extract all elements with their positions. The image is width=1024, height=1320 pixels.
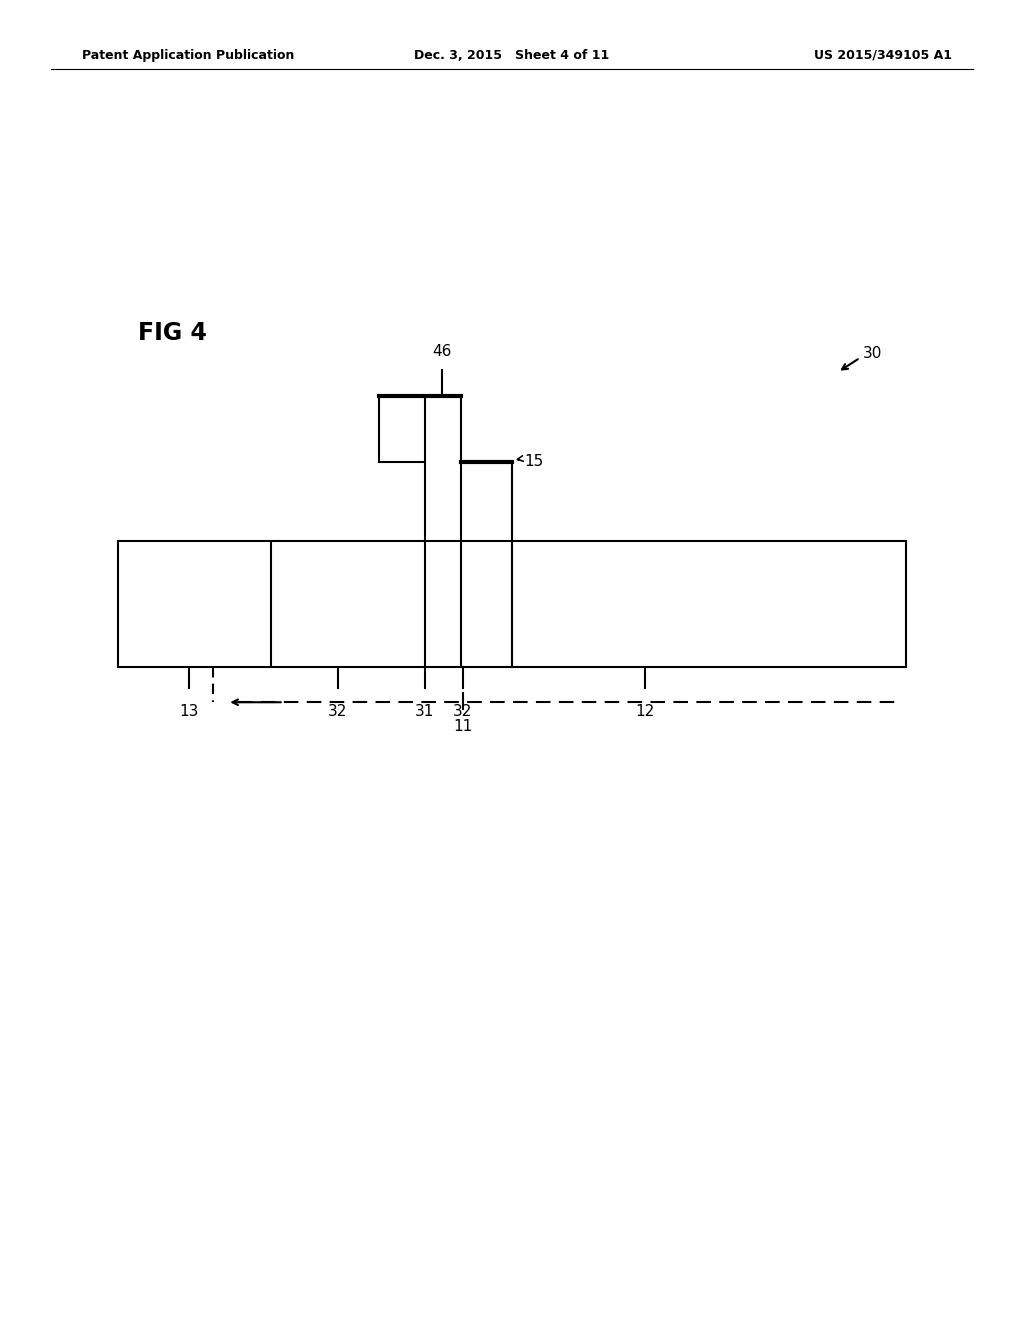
Text: 12: 12: [636, 704, 654, 718]
Text: 32: 32: [329, 704, 347, 718]
Text: FIG 4: FIG 4: [138, 321, 207, 345]
Text: 15: 15: [524, 454, 544, 470]
Text: 46: 46: [433, 345, 452, 359]
Text: 30: 30: [863, 346, 883, 362]
Bar: [118, 541, 906, 667]
Text: Dec. 3, 2015   Sheet 4 of 11: Dec. 3, 2015 Sheet 4 of 11: [415, 49, 609, 62]
Text: 13: 13: [180, 704, 199, 718]
Text: 31: 31: [416, 704, 434, 718]
Text: 11: 11: [454, 719, 472, 734]
Text: Patent Application Publication: Patent Application Publication: [82, 49, 294, 62]
Text: US 2015/349105 A1: US 2015/349105 A1: [814, 49, 952, 62]
Text: 32: 32: [454, 704, 472, 718]
